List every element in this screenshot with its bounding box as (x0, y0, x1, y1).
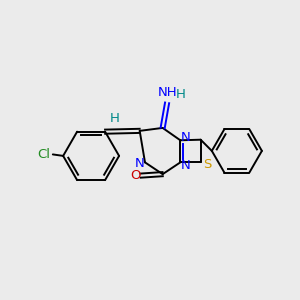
Text: N: N (135, 157, 145, 170)
Text: H: H (176, 88, 185, 101)
Text: N: N (181, 131, 190, 144)
Text: Cl: Cl (38, 148, 50, 161)
Text: NH: NH (157, 86, 177, 99)
Text: N: N (181, 159, 190, 172)
Text: O: O (130, 169, 140, 182)
Text: H: H (110, 112, 120, 125)
Text: S: S (203, 158, 211, 171)
